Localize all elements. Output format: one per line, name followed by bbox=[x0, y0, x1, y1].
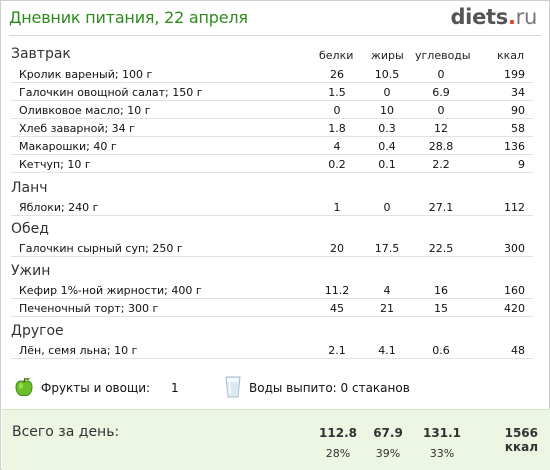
food-kcal: 90 bbox=[511, 104, 525, 117]
food-kcal: 420 bbox=[504, 302, 525, 315]
total-kcal: 1566 ккал bbox=[504, 426, 538, 454]
food-name: Лён, семя льна; 10 г bbox=[19, 344, 138, 357]
extras-bar: Фрукты и овощи: 1 Воды выпито: 0 стакано… bbox=[11, 373, 533, 403]
food-protein: 1 bbox=[333, 201, 341, 214]
food-carbs: 6.9 bbox=[432, 86, 450, 99]
column-header-fat: жиры bbox=[371, 49, 404, 62]
page-title: Дневник питания, 22 апреля bbox=[9, 8, 248, 27]
food-carbs: 2.2 bbox=[432, 158, 450, 171]
food-carbs: 27.1 bbox=[428, 201, 454, 214]
total-carbs: 131.1 bbox=[423, 426, 461, 440]
food-protein: 1.8 bbox=[328, 122, 346, 135]
brand-logo[interactable]: diets.ru bbox=[450, 5, 537, 29]
header-divider bbox=[9, 35, 541, 36]
total-label: Всего за день: bbox=[12, 424, 120, 440]
fruits-count: 1 bbox=[171, 381, 179, 395]
meal-section-title: Завтрак bbox=[11, 46, 71, 62]
food-protein: 26 bbox=[330, 68, 344, 81]
water-label: Воды выпито: 0 стаканов bbox=[249, 381, 410, 395]
total-carbs-percent: 33% bbox=[429, 447, 455, 460]
food-protein: 11.2 bbox=[324, 284, 350, 297]
meal-section-title: Обед bbox=[11, 221, 49, 237]
food-fat: 4 bbox=[383, 284, 391, 297]
food-protein: 20 bbox=[330, 242, 344, 255]
food-fat: 0.4 bbox=[378, 140, 396, 153]
food-protein: 0.2 bbox=[328, 158, 346, 171]
food-fat: 10 bbox=[380, 104, 394, 117]
meal-section-title: Ланч bbox=[11, 180, 48, 196]
fruits-label: Фрукты и овощи: bbox=[41, 381, 151, 395]
column-header-carbs: углеводы bbox=[415, 49, 471, 62]
meal-section-title: Ужин bbox=[11, 263, 51, 279]
food-kcal: 112 bbox=[504, 201, 525, 214]
food-protein: 1.5 bbox=[328, 86, 346, 99]
food-kcal: 199 bbox=[504, 68, 525, 81]
food-name: Хлеб заварной; 34 г bbox=[19, 122, 135, 135]
food-name: Макарошки; 40 г bbox=[19, 140, 117, 153]
food-row[interactable]: Кетчуп; 10 г 0.2 0.1 2.2 9 bbox=[11, 155, 533, 173]
food-row[interactable]: Кефир 1%-ной жирности; 400 г 11.2 4 16 1… bbox=[11, 281, 533, 299]
food-kcal: 300 bbox=[504, 242, 525, 255]
food-name: Галочкин овощной салат; 150 г bbox=[19, 86, 203, 99]
food-name: Яблоки; 240 г bbox=[19, 201, 99, 214]
food-row[interactable]: Хлеб заварной; 34 г 1.8 0.3 12 58 bbox=[11, 119, 533, 137]
food-kcal: 160 bbox=[504, 284, 525, 297]
food-name: Печеночный торт; 300 г bbox=[19, 302, 159, 315]
total-protein: 112.8 bbox=[319, 426, 357, 440]
brand-tld: ru bbox=[515, 5, 538, 29]
food-name: Галочкин сырный суп; 250 г bbox=[19, 242, 183, 255]
food-carbs: 0.6 bbox=[432, 344, 450, 357]
food-row[interactable]: Оливковое масло; 10 г 0 10 0 90 bbox=[11, 101, 533, 119]
food-name: Кролик вареный; 100 г bbox=[19, 68, 153, 81]
food-protein: 4 bbox=[333, 140, 341, 153]
food-row[interactable]: Лён, семя льна; 10 г 2.1 4.1 0.6 48 bbox=[11, 341, 533, 359]
food-carbs: 0 bbox=[437, 104, 445, 117]
total-fat-percent: 39% bbox=[375, 447, 401, 460]
column-header-protein: белки bbox=[319, 49, 354, 62]
food-fat: 17.5 bbox=[374, 242, 400, 255]
food-fat: 0.3 bbox=[378, 122, 396, 135]
food-kcal: 136 bbox=[504, 140, 525, 153]
food-row[interactable]: Кролик вареный; 100 г 26 10.5 0 199 bbox=[11, 65, 533, 83]
food-carbs: 16 bbox=[434, 284, 448, 297]
column-header-kcal: ккал bbox=[497, 49, 525, 62]
brand-dot: . bbox=[507, 5, 516, 29]
food-carbs: 0 bbox=[437, 68, 445, 81]
food-carbs: 12 bbox=[434, 122, 448, 135]
food-protein: 45 bbox=[330, 302, 344, 315]
food-carbs: 15 bbox=[434, 302, 448, 315]
food-row[interactable]: Яблоки; 240 г 1 0 27.1 112 bbox=[11, 198, 533, 216]
water-glass-icon[interactable] bbox=[223, 375, 243, 399]
daily-total: Всего за день: 112.8 67.9 131.1 1566 кка… bbox=[2, 409, 550, 470]
total-protein-percent: 28% bbox=[325, 447, 351, 460]
food-kcal: 9 bbox=[518, 158, 525, 171]
food-fat: 10.5 bbox=[374, 68, 400, 81]
brand-main: diets bbox=[450, 5, 508, 29]
header: Дневник питания, 22 апреля diets.ru bbox=[1, 1, 549, 35]
food-kcal: 34 bbox=[511, 86, 525, 99]
food-protein: 0 bbox=[333, 104, 341, 117]
meal-section-title: Другое bbox=[11, 323, 64, 339]
apple-icon bbox=[15, 377, 33, 396]
food-carbs: 22.5 bbox=[428, 242, 454, 255]
food-kcal: 48 bbox=[511, 344, 525, 357]
food-fat: 21 bbox=[380, 302, 394, 315]
food-carbs: 28.8 bbox=[428, 140, 454, 153]
food-row[interactable]: Галочкин овощной салат; 150 г 1.5 0 6.9 … bbox=[11, 83, 533, 101]
food-fat: 4.1 bbox=[378, 344, 396, 357]
food-row[interactable]: Печеночный торт; 300 г 45 21 15 420 bbox=[11, 299, 533, 317]
food-name: Оливковое масло; 10 г bbox=[19, 104, 151, 117]
food-fat: 0 bbox=[383, 86, 391, 99]
food-name: Кетчуп; 10 г bbox=[19, 158, 91, 171]
food-row[interactable]: Галочкин сырный суп; 250 г 20 17.5 22.5 … bbox=[11, 239, 533, 257]
food-protein: 2.1 bbox=[328, 344, 346, 357]
food-name: Кефир 1%-ной жирности; 400 г bbox=[19, 284, 202, 297]
food-fat: 0.1 bbox=[378, 158, 396, 171]
food-fat: 0 bbox=[383, 201, 391, 214]
food-kcal: 58 bbox=[511, 122, 525, 135]
total-fat: 67.9 bbox=[373, 426, 403, 440]
food-row[interactable]: Макарошки; 40 г 4 0.4 28.8 136 bbox=[11, 137, 533, 155]
